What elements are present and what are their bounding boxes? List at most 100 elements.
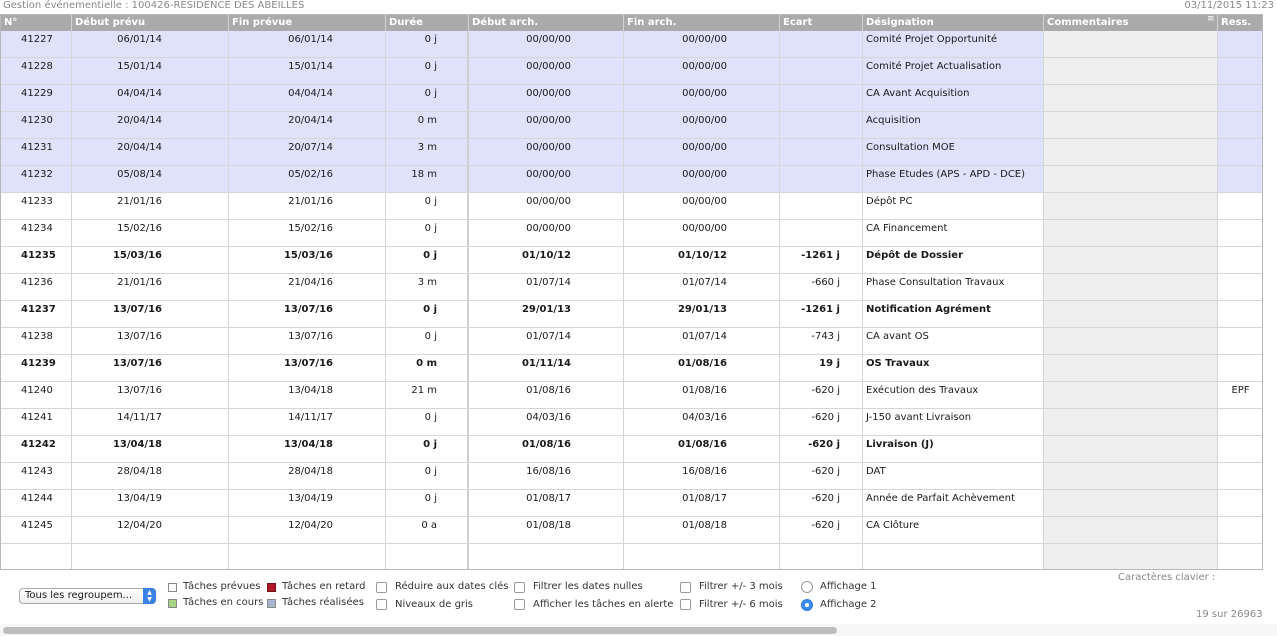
table-row-empty[interactable] [1, 544, 1262, 569]
cell-duration[interactable]: 3 m [386, 274, 469, 300]
cell-planned-start[interactable]: 12/04/20 [72, 517, 229, 543]
cell-designation[interactable] [863, 544, 1044, 569]
cell-planned-end[interactable]: 13/07/16 [229, 301, 386, 327]
cell-gap[interactable] [780, 31, 863, 57]
cell-archived-end[interactable]: 01/08/18 [624, 517, 780, 543]
cell-number[interactable]: 41229 [1, 85, 72, 111]
table-row[interactable]: 41227 06/01/14 06/01/14 0 j 00/00/00 00/00/00… [1, 31, 1262, 58]
cell-resources[interactable] [1218, 544, 1262, 569]
cell-archived-end[interactable]: 16/08/16 [624, 463, 780, 489]
filter-null-checkbox[interactable] [514, 582, 525, 593]
cell-planned-end[interactable]: 13/04/18 [229, 382, 386, 408]
cell-designation[interactable]: Consultation MOE [863, 139, 1044, 165]
cell-resources[interactable] [1218, 274, 1262, 300]
cell-comments[interactable] [1044, 355, 1218, 381]
cell-archived-end[interactable]: 00/00/00 [624, 193, 780, 219]
cell-gap[interactable]: 19 j [780, 355, 863, 381]
cell-planned-start[interactable]: 13/07/16 [72, 328, 229, 354]
cell-resources[interactable] [1218, 85, 1262, 111]
cell-comments[interactable] [1044, 112, 1218, 138]
cell-archived-start[interactable]: 00/00/00 [469, 31, 624, 57]
cell-planned-end[interactable]: 06/01/14 [229, 31, 386, 57]
cell-resources[interactable] [1218, 112, 1262, 138]
cell-gap[interactable]: -743 j [780, 328, 863, 354]
cell-archived-start[interactable]: 29/01/13 [469, 301, 624, 327]
cell-archived-start[interactable] [469, 544, 624, 569]
cell-gap[interactable] [780, 58, 863, 84]
header-col-designation[interactable]: Désignation [863, 15, 1044, 31]
cell-number[interactable]: 41240 [1, 382, 72, 408]
cell-designation[interactable]: Comité Projet Opportunité [863, 31, 1044, 57]
header-col-archived-end[interactable]: Fin arch. [624, 15, 780, 31]
cell-archived-start[interactable]: 00/00/00 [469, 58, 624, 84]
table-row[interactable]: 41229 04/04/14 04/04/14 0 j 00/00/00 00/00/00… [1, 85, 1262, 112]
display-1-radio[interactable] [801, 581, 813, 593]
cell-designation[interactable]: Année de Parfait Achèvement [863, 490, 1044, 516]
table-row[interactable]: 41239 13/07/16 13/07/16 0 m 01/11/14 01/08/16… [1, 355, 1262, 382]
key-dates-checkbox[interactable] [376, 582, 387, 593]
cell-archived-end[interactable]: 00/00/00 [624, 31, 780, 57]
display-2-radio[interactable] [801, 599, 813, 611]
cell-resources[interactable] [1218, 166, 1262, 192]
cell-planned-end[interactable]: 04/04/14 [229, 85, 386, 111]
show-alerts-checkbox[interactable] [514, 599, 525, 610]
cell-duration[interactable]: 18 m [386, 166, 469, 192]
cell-gap[interactable] [780, 85, 863, 111]
cell-gap[interactable]: -620 j [780, 409, 863, 435]
cell-duration[interactable]: 0 j [386, 220, 469, 246]
cell-duration[interactable]: 0 j [386, 328, 469, 354]
cell-comments[interactable] [1044, 436, 1218, 462]
cell-archived-start[interactable]: 01/08/18 [469, 517, 624, 543]
cell-gap[interactable] [780, 544, 863, 569]
cell-planned-start[interactable]: 14/11/17 [72, 409, 229, 435]
cell-duration[interactable]: 0 j [386, 436, 469, 462]
cell-archived-end[interactable]: 01/08/16 [624, 436, 780, 462]
cell-resources[interactable] [1218, 463, 1262, 489]
table-row[interactable]: 41245 12/04/20 12/04/20 0 a 01/08/18 01/08/18… [1, 517, 1262, 544]
cell-archived-end[interactable]: 29/01/13 [624, 301, 780, 327]
cell-duration[interactable]: 0 j [386, 247, 469, 273]
cell-resources[interactable] [1218, 193, 1262, 219]
cell-number[interactable]: 41244 [1, 490, 72, 516]
cell-number[interactable]: 41232 [1, 166, 72, 192]
cell-archived-start[interactable]: 00/00/00 [469, 220, 624, 246]
cell-comments[interactable] [1044, 247, 1218, 273]
cell-resources[interactable] [1218, 247, 1262, 273]
cell-number[interactable]: 41228 [1, 58, 72, 84]
cell-number[interactable]: 41233 [1, 193, 72, 219]
horizontal-scrollbar[interactable] [0, 624, 1277, 636]
cell-gap[interactable]: -620 j [780, 490, 863, 516]
cell-planned-start[interactable]: 13/07/16 [72, 355, 229, 381]
table-row[interactable]: 41228 15/01/14 15/01/14 0 j 00/00/00 00/00/00… [1, 58, 1262, 85]
cell-duration[interactable]: 3 m [386, 139, 469, 165]
cell-planned-end[interactable]: 15/01/14 [229, 58, 386, 84]
cell-gap[interactable] [780, 193, 863, 219]
cell-designation[interactable]: Notification Agrément [863, 301, 1044, 327]
cell-designation[interactable]: Livraison (J) [863, 436, 1044, 462]
cell-resources[interactable] [1218, 490, 1262, 516]
cell-comments[interactable] [1044, 544, 1218, 569]
cell-planned-end[interactable]: 13/07/16 [229, 355, 386, 381]
cell-archived-start[interactable]: 04/03/16 [469, 409, 624, 435]
header-col-planned-end[interactable]: Fin prévue [229, 15, 386, 31]
cell-duration[interactable] [386, 544, 469, 569]
cell-archived-end[interactable]: 00/00/00 [624, 112, 780, 138]
table-row[interactable]: 41230 20/04/14 20/04/14 0 m 00/00/00 00/00/00… [1, 112, 1262, 139]
column-menu-icon[interactable]: ≡ [1207, 14, 1215, 24]
cell-duration[interactable]: 0 m [386, 112, 469, 138]
cell-gap[interactable]: -1261 j [780, 301, 863, 327]
cell-planned-end[interactable] [229, 544, 386, 569]
cell-number[interactable]: 41237 [1, 301, 72, 327]
cell-planned-end[interactable]: 21/01/16 [229, 193, 386, 219]
cell-archived-start[interactable]: 01/11/14 [469, 355, 624, 381]
cell-duration[interactable]: 0 a [386, 517, 469, 543]
cell-archived-end[interactable]: 01/07/14 [624, 274, 780, 300]
cell-comments[interactable] [1044, 220, 1218, 246]
cell-duration[interactable]: 0 j [386, 85, 469, 111]
cell-archived-start[interactable]: 01/07/14 [469, 328, 624, 354]
cell-resources[interactable] [1218, 31, 1262, 57]
cell-planned-start[interactable]: 15/02/16 [72, 220, 229, 246]
cell-planned-start[interactable]: 13/07/16 [72, 382, 229, 408]
cell-archived-start[interactable]: 00/00/00 [469, 166, 624, 192]
cell-comments[interactable] [1044, 517, 1218, 543]
